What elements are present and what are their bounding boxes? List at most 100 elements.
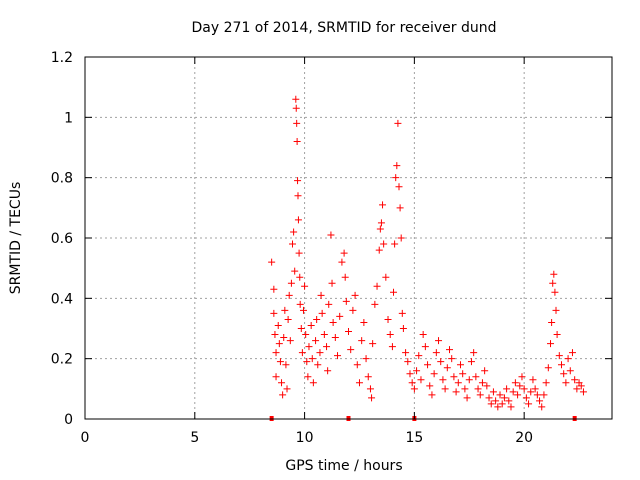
data-point bbox=[347, 346, 355, 354]
y-axis-title: SRMTID / TECUs bbox=[8, 182, 24, 295]
x-tick-label: 0 bbox=[81, 430, 90, 446]
data-point bbox=[395, 183, 403, 191]
data-point bbox=[302, 331, 310, 339]
data-point bbox=[294, 192, 302, 200]
data-point bbox=[318, 309, 326, 317]
data-point bbox=[472, 373, 480, 381]
data-point bbox=[386, 331, 394, 339]
data-point bbox=[552, 306, 560, 314]
data-point bbox=[426, 382, 434, 390]
data-point bbox=[509, 388, 517, 396]
x-axis-title: GPS time / hours bbox=[285, 458, 402, 474]
x-tick-label: 5 bbox=[190, 430, 199, 446]
data-point bbox=[390, 288, 398, 296]
data-point bbox=[432, 349, 440, 357]
data-point bbox=[278, 379, 286, 387]
data-point bbox=[279, 391, 287, 399]
data-point bbox=[437, 358, 445, 366]
data-point bbox=[380, 240, 388, 248]
data-point bbox=[538, 403, 546, 411]
data-point bbox=[334, 352, 342, 360]
data-point bbox=[503, 385, 511, 393]
data-point bbox=[474, 385, 482, 393]
data-point bbox=[419, 331, 427, 339]
data-point bbox=[560, 370, 568, 378]
data-point bbox=[308, 355, 316, 363]
data-point bbox=[562, 379, 570, 387]
y-tick-label: 0.6 bbox=[51, 231, 73, 247]
data-point bbox=[305, 343, 313, 351]
data-point bbox=[388, 343, 396, 351]
data-point bbox=[289, 240, 297, 248]
data-point bbox=[568, 349, 576, 357]
data-point bbox=[481, 367, 489, 375]
data-point bbox=[303, 358, 311, 366]
data-point bbox=[579, 388, 587, 396]
data-point bbox=[294, 216, 302, 224]
data-point bbox=[463, 394, 471, 402]
data-point bbox=[485, 394, 493, 402]
data-point bbox=[286, 337, 294, 345]
data-point bbox=[281, 306, 289, 314]
data-point bbox=[304, 373, 312, 381]
data-point bbox=[564, 355, 572, 363]
data-point bbox=[317, 291, 325, 299]
data-point bbox=[476, 391, 484, 399]
axis-ticks: 0 0.2 0.4 0.6 0.8 1 1.2 0 5 10 15 20 bbox=[51, 50, 612, 446]
data-point bbox=[467, 358, 475, 366]
data-point bbox=[342, 297, 350, 305]
data-point bbox=[328, 279, 336, 287]
data-point bbox=[282, 361, 290, 369]
data-point bbox=[525, 400, 533, 408]
data-point bbox=[550, 270, 558, 278]
data-point bbox=[295, 249, 303, 257]
data-point bbox=[368, 394, 376, 402]
data-point bbox=[396, 204, 404, 212]
data-point bbox=[430, 370, 438, 378]
grid-lines bbox=[85, 57, 612, 419]
data-point bbox=[511, 379, 519, 387]
data-point bbox=[331, 334, 339, 342]
data-point bbox=[448, 355, 456, 363]
data-point bbox=[287, 279, 295, 287]
data-point bbox=[410, 385, 418, 393]
data-point bbox=[483, 382, 491, 390]
data-point bbox=[301, 282, 309, 290]
data-point bbox=[341, 273, 349, 281]
y-tick-label: 0 bbox=[64, 412, 73, 428]
data-point bbox=[298, 349, 306, 357]
data-point bbox=[338, 258, 346, 266]
data-point bbox=[531, 385, 539, 393]
data-point bbox=[355, 379, 363, 387]
y-tick-label: 1 bbox=[64, 110, 73, 126]
plot-frame bbox=[84, 56, 613, 420]
data-point bbox=[428, 391, 436, 399]
data-point bbox=[492, 397, 500, 405]
data-point bbox=[443, 364, 451, 372]
data-point bbox=[290, 228, 298, 236]
data-point bbox=[376, 225, 384, 233]
data-point bbox=[516, 382, 524, 390]
data-point bbox=[413, 367, 421, 375]
data-point bbox=[327, 231, 335, 239]
data-point bbox=[514, 391, 522, 399]
data-point bbox=[465, 376, 473, 384]
data-point bbox=[268, 258, 276, 266]
data-point bbox=[382, 273, 390, 281]
data-point bbox=[314, 361, 322, 369]
data-point bbox=[274, 321, 282, 329]
data-point bbox=[507, 403, 515, 411]
data-point bbox=[323, 343, 331, 351]
data-point bbox=[452, 388, 460, 396]
y-tick-label: 0.8 bbox=[51, 171, 73, 187]
data-point bbox=[404, 358, 412, 366]
data-point bbox=[270, 285, 278, 293]
data-point bbox=[487, 400, 495, 408]
data-point bbox=[299, 306, 307, 314]
data-point bbox=[555, 352, 563, 360]
data-point bbox=[379, 201, 387, 209]
data-point bbox=[424, 361, 432, 369]
data-point bbox=[459, 370, 467, 378]
data-point bbox=[313, 315, 321, 323]
data-point bbox=[309, 379, 317, 387]
